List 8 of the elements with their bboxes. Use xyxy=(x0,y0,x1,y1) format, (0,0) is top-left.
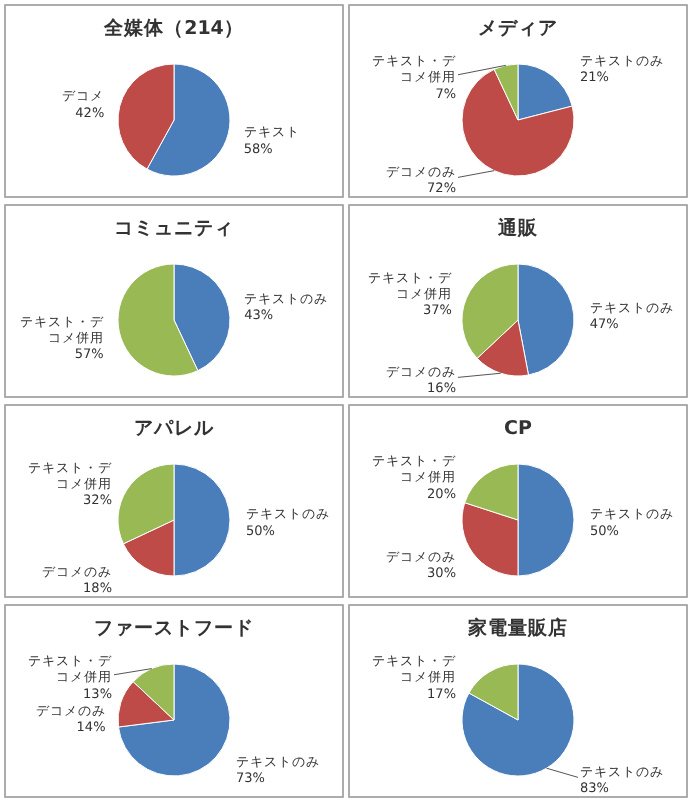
title: 家電量販店 xyxy=(468,618,568,640)
title: 全媒体（214） xyxy=(104,18,244,40)
title: ファーストフード xyxy=(94,618,254,640)
title: メディア xyxy=(478,18,558,40)
title: 通販 xyxy=(498,218,538,240)
title: アパレル xyxy=(134,418,214,440)
title: CP xyxy=(504,418,532,440)
title: コミュニティ xyxy=(114,218,234,240)
